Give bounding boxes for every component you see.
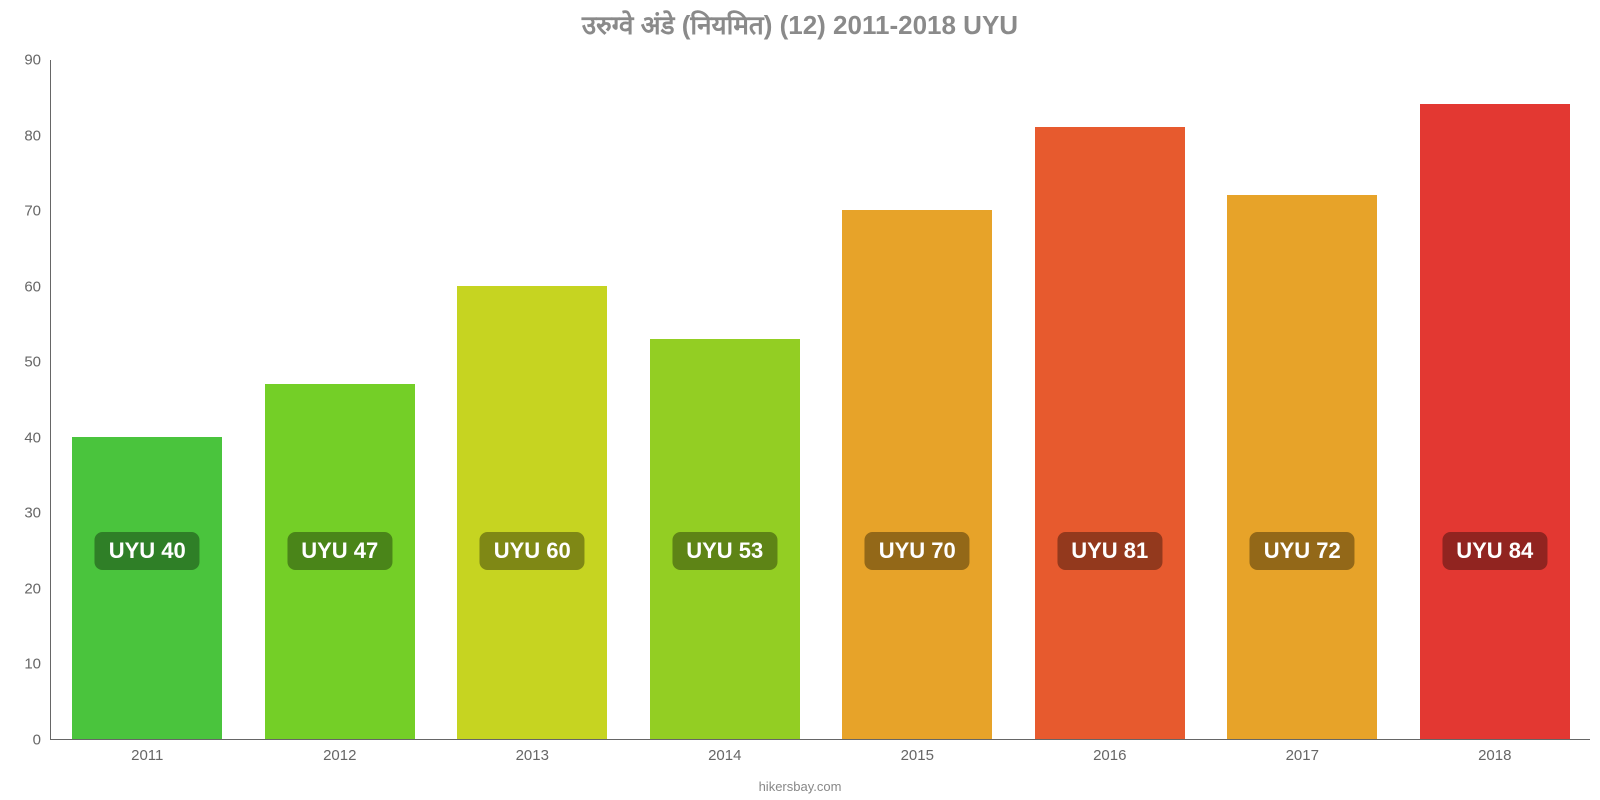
x-tick-label: 2013 — [516, 739, 549, 764]
bar — [1420, 104, 1570, 739]
bar — [1035, 127, 1185, 739]
y-tick-label: 10 — [24, 656, 51, 673]
bar-value-label: UYU 60 — [480, 532, 585, 570]
attribution: hikersbay.com — [0, 779, 1600, 794]
bar-value-label: UYU 84 — [1442, 532, 1547, 570]
x-tick-label: 2011 — [131, 739, 163, 764]
bar-value-label: UYU 70 — [865, 532, 970, 570]
y-tick-label: 40 — [24, 429, 51, 446]
bar-value-label: UYU 72 — [1250, 532, 1355, 570]
y-tick-label: 60 — [24, 278, 51, 295]
x-tick-label: 2017 — [1286, 739, 1319, 764]
bar — [72, 437, 222, 739]
x-tick-label: 2012 — [323, 739, 356, 764]
x-tick-label: 2014 — [708, 739, 741, 764]
y-tick-label: 50 — [24, 354, 51, 371]
plot-area: 01020304050607080902011UYU 402012UYU 472… — [50, 60, 1590, 740]
y-tick-label: 0 — [33, 732, 51, 749]
price-chart: उरुग्वे अंडे (नियमित) (12) 2011-2018 UYU… — [0, 0, 1600, 800]
chart-title: उरुग्वे अंडे (नियमित) (12) 2011-2018 UYU — [0, 6, 1600, 42]
x-tick-label: 2018 — [1478, 739, 1511, 764]
y-tick-label: 30 — [24, 505, 51, 522]
bar-value-label: UYU 40 — [95, 532, 200, 570]
y-tick-label: 20 — [24, 580, 51, 597]
bar-value-label: UYU 47 — [287, 532, 392, 570]
bar-value-label: UYU 53 — [672, 532, 777, 570]
bar-value-label: UYU 81 — [1057, 532, 1162, 570]
bar — [457, 286, 607, 739]
bar — [1227, 195, 1377, 739]
x-tick-label: 2016 — [1093, 739, 1126, 764]
x-tick-label: 2015 — [901, 739, 934, 764]
y-tick-label: 90 — [24, 52, 51, 69]
bar — [842, 210, 992, 739]
y-tick-label: 80 — [24, 127, 51, 144]
y-tick-label: 70 — [24, 203, 51, 220]
